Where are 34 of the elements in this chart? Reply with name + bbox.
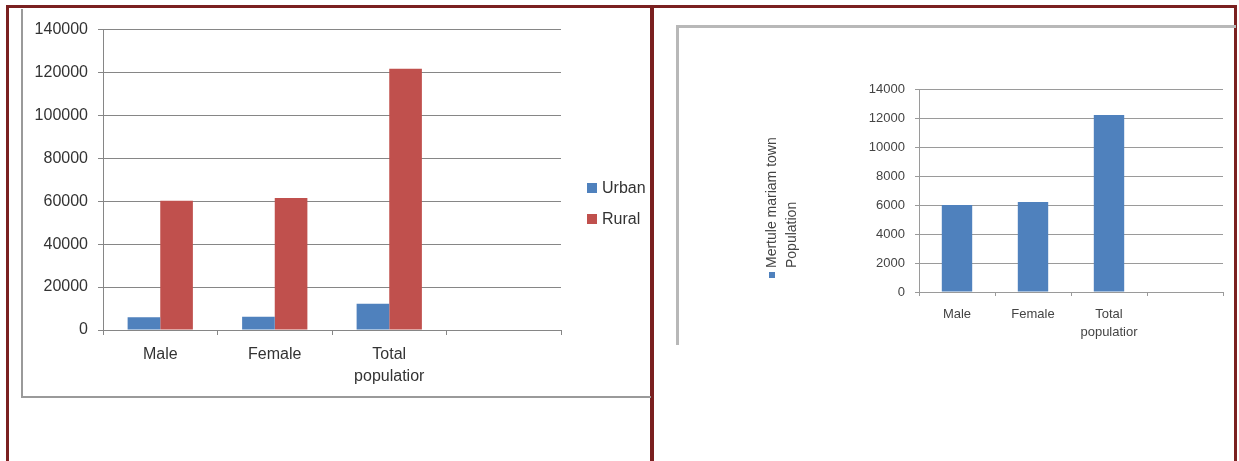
- bar: [941, 205, 973, 292]
- bar: [274, 198, 308, 330]
- x-tick-label: Female: [1011, 306, 1055, 322]
- bar: [356, 303, 390, 330]
- y-tick-label: 6000: [876, 196, 905, 212]
- y-tick-label: 140000: [34, 20, 89, 38]
- y-tick-label: 2000: [876, 254, 905, 270]
- y-tick-label: 100000: [34, 105, 89, 123]
- y-tick-label: 10000: [868, 138, 905, 154]
- bar: [242, 316, 275, 330]
- x-tick-label: Female: [248, 344, 302, 362]
- x-tick-label: Male: [142, 344, 178, 362]
- y-tick-label: 40000: [43, 234, 89, 252]
- bar: [389, 68, 422, 330]
- y-tick-label: 8000: [876, 167, 905, 183]
- x-tick-label: Total populatior: [1080, 306, 1139, 339]
- bar: [160, 200, 193, 330]
- bar: [1017, 202, 1049, 292]
- y-tick-label: 120000: [34, 62, 89, 80]
- text: Mertule mariam town Population: [763, 137, 799, 270]
- y-tick-label: 80000: [43, 148, 89, 166]
- bar: [1093, 115, 1125, 292]
- bar: [127, 317, 161, 330]
- x-tick-label: Total populatior: [354, 344, 426, 385]
- y-tick-label: 0: [79, 320, 89, 338]
- y-tick-label: 14000: [868, 80, 905, 96]
- x-tick-label: Male: [942, 306, 972, 322]
- y-tick-label: 20000: [43, 277, 89, 295]
- y-tick-label: 0: [897, 283, 905, 299]
- y-tick-label: 12000: [868, 109, 905, 125]
- y-tick-label: 4000: [876, 225, 905, 241]
- y-tick-label: 60000: [43, 191, 89, 209]
- legend-label: Rural: [602, 209, 641, 228]
- legend-label: Urban: [602, 178, 646, 197]
